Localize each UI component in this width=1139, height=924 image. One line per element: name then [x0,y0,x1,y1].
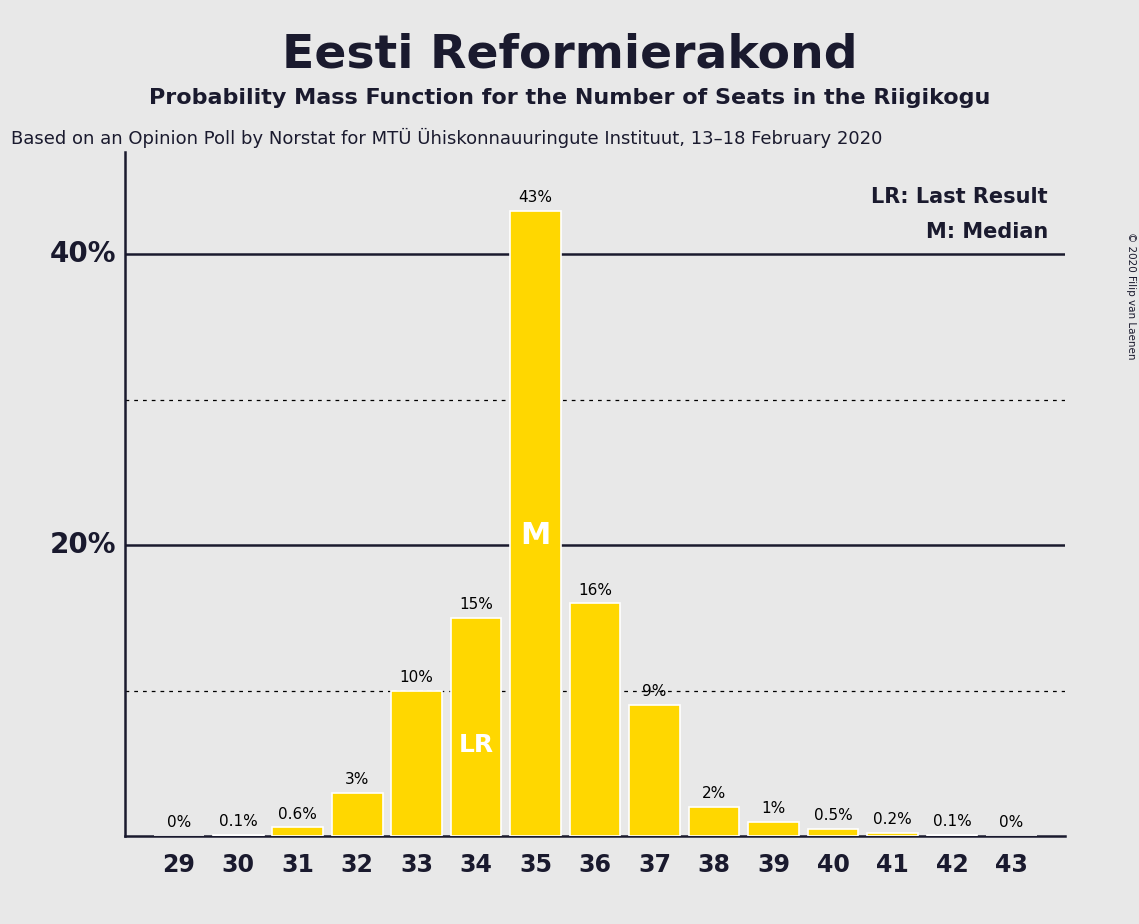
Bar [570,603,621,836]
Text: LR: Last Result: LR: Last Result [871,187,1048,207]
Text: Probability Mass Function for the Number of Seats in the Riigikogu: Probability Mass Function for the Number… [149,88,990,108]
Text: LR: LR [459,733,493,757]
Text: 0.2%: 0.2% [874,812,912,828]
Text: 15%: 15% [459,597,493,613]
Text: 10%: 10% [400,670,434,685]
Text: 43%: 43% [518,189,552,205]
Bar [451,618,501,836]
Text: 0.6%: 0.6% [278,807,317,821]
Text: 0.1%: 0.1% [219,814,257,829]
Bar [808,829,859,836]
Bar [272,828,323,836]
Bar [392,691,442,836]
Text: 2%: 2% [702,786,727,801]
Text: M: M [521,521,551,551]
Bar [748,821,798,836]
Text: 3%: 3% [345,772,369,786]
Text: 0.1%: 0.1% [933,814,972,829]
Bar [689,808,739,836]
Text: © 2020 Filip van Laenen: © 2020 Filip van Laenen [1126,232,1136,359]
Text: 1%: 1% [762,801,786,816]
Bar [331,793,383,836]
Bar [867,833,918,836]
Text: Eesti Reformierakond: Eesti Reformierakond [281,32,858,78]
Bar [927,834,977,836]
Text: 9%: 9% [642,685,666,699]
Text: 0.5%: 0.5% [813,808,852,823]
Bar [630,705,680,836]
Text: M: Median: M: Median [926,222,1048,242]
Text: 20%: 20% [49,531,116,559]
Text: 16%: 16% [579,583,612,598]
Text: 40%: 40% [49,240,116,268]
Bar [213,834,263,836]
Bar [510,211,560,836]
Text: Based on an Opinion Poll by Norstat for MTÜ Ühiskonnauuringute Instituut, 13–18 : Based on an Opinion Poll by Norstat for … [11,128,883,148]
Text: 0%: 0% [999,815,1024,831]
Text: 0%: 0% [166,815,191,831]
